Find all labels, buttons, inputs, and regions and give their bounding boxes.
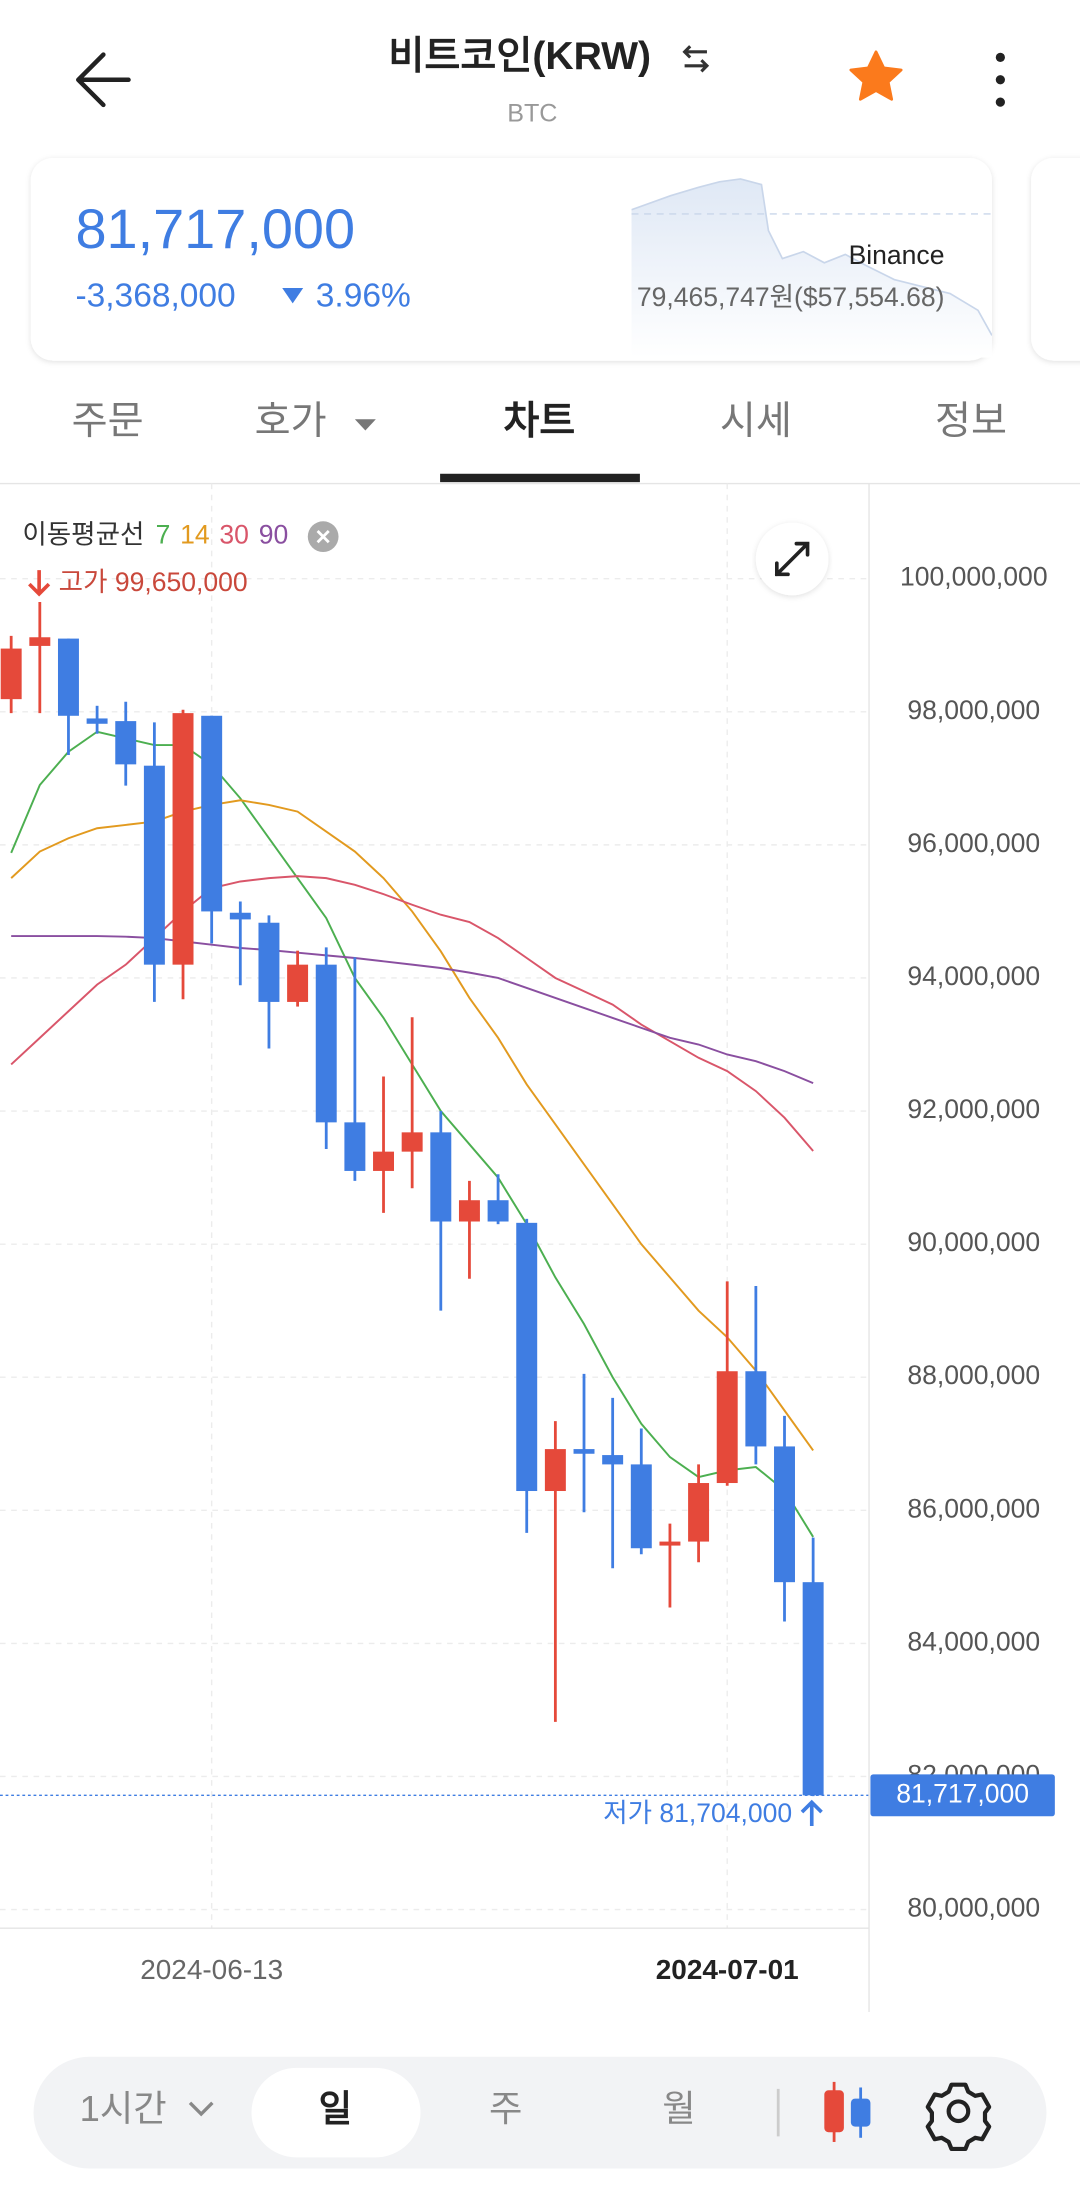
current-price-label: 81,717,000 [896,1778,1029,1808]
candle-body [57,638,79,716]
period[interactable]: 일 [319,2088,352,2129]
chevron [188,2101,214,2117]
candle-body [487,1200,509,1222]
candle-body [143,765,165,965]
tab[interactable]: 주문 [72,400,144,443]
down-arrow [282,287,304,304]
exchange-name: Binance [849,240,945,270]
candle-body [201,715,223,912]
candle-body [458,1200,480,1222]
candle-body [0,648,22,700]
expand-button[interactable] [755,522,829,596]
candle-body [802,1582,824,1796]
y-tick-label: 88,000,000 [907,1360,1040,1390]
header-subtitle: BTC [507,99,557,127]
tab[interactable]: 차트 [503,400,575,443]
candle-body [688,1483,710,1542]
candle-body [287,964,309,1002]
candle-body [229,912,251,920]
tab[interactable]: 정보 [935,400,1007,443]
y-tick-label: 92,000,000 [907,1094,1040,1124]
change-rate: 3.96% [316,278,411,315]
legend-close-x [316,530,330,544]
candle-body [401,1132,423,1152]
bottom-bar [33,2056,1047,2169]
y-tick-label: 80,000,000 [907,1893,1040,1923]
candle-body [344,1122,366,1171]
candle-body [602,1455,624,1465]
candle-body [172,713,194,965]
price-change: -3,368,000 [75,278,235,315]
low-arrow [800,1799,823,1827]
chart-type-button[interactable] [824,2081,871,2142]
legend-entry: 30 [219,520,249,550]
candle-body [573,1449,595,1454]
tab[interactable]: 시세 [720,400,792,443]
header-title: 비트코인(KRW) [388,35,651,78]
dropdown-arrow [354,419,376,431]
x-tick-label: 2024-07-01 [656,1954,799,1985]
candle-body [86,718,108,724]
chart: 80,000,00082,000,00084,000,00086,000,000… [0,483,1055,1985]
candle-body [516,1222,538,1492]
candle-body [716,1371,738,1484]
y-tick-label: 90,000,000 [907,1227,1040,1257]
y-tick-label: 96,000,000 [907,828,1040,858]
favorite-star[interactable] [849,50,903,101]
candle-body [373,1151,394,1171]
tab[interactable]: 호가 [255,400,327,443]
interval-selector[interactable]: 1시간 [80,2088,167,2129]
current-price-tag [870,1774,1055,1817]
back-button[interactable] [76,52,131,108]
tab-indicator [440,473,640,483]
period[interactable]: 주 [489,2088,522,2129]
legend-entry: 14 [180,520,210,550]
high-arrow [28,570,51,597]
current-price: 81,717,000 [75,197,355,260]
candle-body [315,964,337,1123]
candle-body [544,1449,566,1492]
legend-entry: 7 [156,520,171,550]
more-menu[interactable] [995,52,1005,107]
candle-body [774,1446,795,1583]
legend-title: 이동평균선 [22,520,144,550]
period-selected [251,2067,421,2158]
candle-body [258,922,280,1002]
y-tick-label: 86,000,000 [907,1493,1040,1523]
exchange-price: 79,465,747원($57,554.68) [637,282,945,312]
period[interactable]: 월 [662,2088,695,2129]
y-tick-label: 94,000,000 [907,961,1040,991]
candle-body [115,721,137,765]
y-tick-label: 84,000,000 [907,1626,1040,1656]
settings-button[interactable] [925,2082,992,2152]
y-tick-label: 100,000,000 [900,562,1048,592]
low-annotation: 저가 81,704,000 [603,1798,792,1828]
x-tick-label: 2024-06-13 [140,1954,283,1985]
tab-bar: 주문 호가 차트 시세 정보 [72,400,1007,443]
candle-body [430,1132,452,1222]
swap-icon[interactable] [682,45,710,73]
y-tick-label: 98,000,000 [907,695,1040,725]
high-annotation: 고가 99,650,000 [59,567,248,597]
legend-entry: 90 [259,520,289,550]
candle-body [630,1464,652,1549]
candle-body [29,637,51,646]
next-card[interactable] [1031,158,1080,361]
candle-body [745,1371,767,1447]
candle-body [659,1541,681,1546]
sparkline [631,178,992,358]
